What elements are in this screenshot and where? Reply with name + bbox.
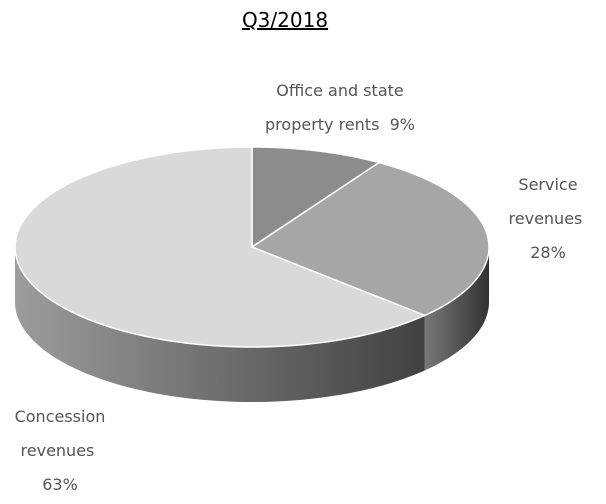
slice-side bbox=[424, 247, 489, 371]
slice-label-value: 28% bbox=[530, 243, 566, 262]
slice-label-name: Office and state property rents bbox=[265, 81, 404, 134]
slice bbox=[251, 161, 490, 317]
slice-label-name: Service revenues bbox=[508, 175, 583, 228]
slice bbox=[14, 146, 426, 348]
slice-label: Service revenues 28% bbox=[500, 168, 596, 270]
slice-label: Office and state property rents 9% bbox=[240, 74, 440, 142]
slice-label: Concession revenues 63% bbox=[10, 400, 110, 502]
chart-title: Q3/2018 bbox=[241, 8, 329, 32]
slice-label-value: 63% bbox=[42, 475, 78, 494]
slice-label-name: Concession revenues bbox=[14, 407, 106, 460]
slice-side bbox=[15, 247, 425, 402]
slice-label-value: 9% bbox=[389, 115, 415, 134]
slice bbox=[251, 146, 380, 248]
